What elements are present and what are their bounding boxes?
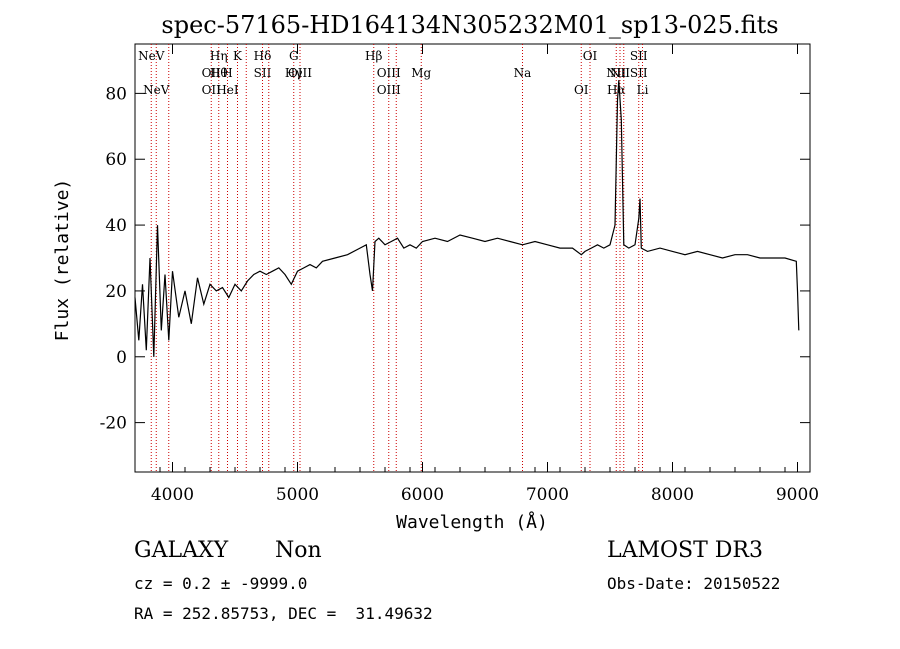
- plot-frame: [134, 43, 811, 473]
- line-label-bottom: SII: [630, 66, 648, 80]
- line-label-top: NII: [606, 66, 626, 80]
- line-label-top: Hβ: [365, 49, 382, 63]
- x-tick-label: 5000: [276, 485, 319, 505]
- observation-date: Obs-Date: 20150522: [607, 574, 781, 593]
- line-label-bottom: NeV: [143, 83, 170, 97]
- line-label-top: Hδ: [254, 49, 272, 63]
- axis-ticks: 4000 5000 6000 7000 8000 9000 -20 0 20 40 60 80: [100, 44, 819, 505]
- line-label-top: OII: [202, 66, 222, 80]
- line-label-bottom: SII: [254, 66, 272, 80]
- line-label-bottom: NII: [610, 66, 630, 80]
- y-tick-label: 60: [105, 150, 127, 170]
- line-label-bottom: Hα: [607, 83, 626, 97]
- line-label-top: G: [289, 49, 299, 63]
- line-label-bottom: HeI: [216, 83, 239, 97]
- survey-name: LAMOST DR3: [607, 538, 763, 563]
- x-tick-label: 7000: [526, 485, 569, 505]
- line-label-top: K: [233, 49, 243, 63]
- line-label-top: SII: [630, 49, 648, 63]
- line-label-top: Hη: [210, 49, 228, 63]
- redshift-cz: cz = 0.2 ± -9999.0: [134, 574, 308, 593]
- line-label-top: OIII: [288, 66, 312, 80]
- line-label-bottom: Hγ: [285, 66, 303, 80]
- line-label-top: OI: [583, 49, 598, 63]
- y-tick-label: 20: [105, 282, 127, 302]
- chart-title: spec-57165-HD164134N305232M01_sp13-025.f…: [161, 11, 778, 39]
- object-subclass: Non: [275, 538, 322, 563]
- line-label-bottom: OII: [202, 83, 222, 97]
- spectrum-series: [134, 80, 800, 357]
- spectrum-line: [134, 80, 800, 357]
- line-label-top: OIII: [377, 66, 401, 80]
- line-label-bottom: Hθ: [210, 66, 228, 80]
- x-axis-label: Wavelength (Å): [396, 511, 548, 533]
- line-label-bottom: OIII: [377, 83, 401, 97]
- x-tick-label: 9000: [776, 485, 819, 505]
- y-axis-label: Flux (relative): [52, 179, 73, 342]
- line-label-bottom: Li: [637, 83, 649, 97]
- x-tick-label: 6000: [401, 485, 444, 505]
- line-label-bottom: Na: [514, 66, 532, 80]
- y-tick-label: 80: [105, 84, 127, 104]
- line-label-top: Mg: [411, 66, 431, 80]
- y-tick-label: 0: [116, 348, 127, 368]
- object-class: GALAXY: [134, 538, 229, 563]
- line-label-top: NeV: [138, 49, 165, 63]
- x-tick-label: 8000: [651, 485, 694, 505]
- y-tick-label: 40: [105, 216, 127, 236]
- line-label-bottom: OI: [574, 83, 589, 97]
- y-tick-label: -20: [100, 414, 127, 434]
- coordinates: RA = 252.85753, DEC = 31.49632: [134, 604, 433, 623]
- line-label-top: H: [222, 66, 232, 80]
- x-tick-label: 4000: [151, 485, 194, 505]
